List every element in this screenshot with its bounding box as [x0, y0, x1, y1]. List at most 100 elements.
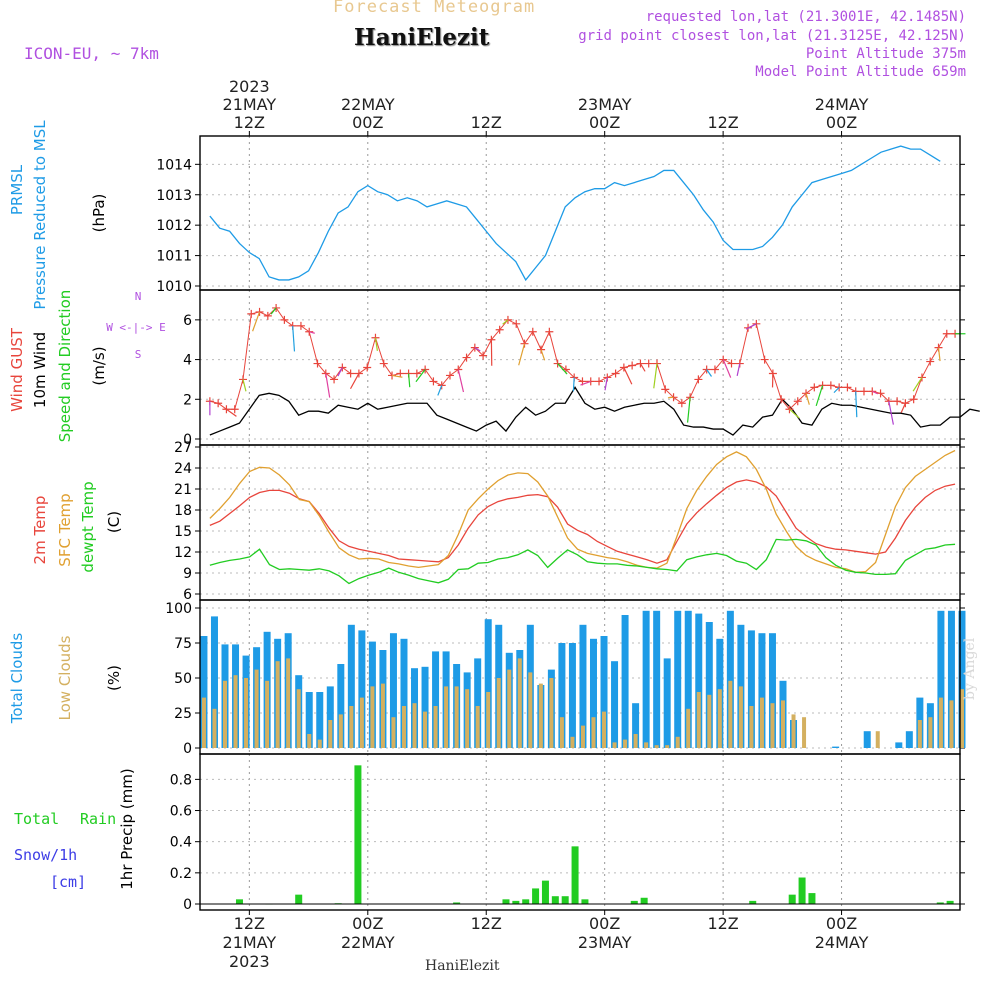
total-cloud-bar — [579, 624, 587, 748]
rain-bar — [295, 894, 303, 904]
low-cloud-bar — [538, 683, 543, 748]
top-time-label: 22MAY — [341, 95, 395, 114]
total-cloud-bar — [747, 630, 755, 748]
y-tick-label: 75 — [174, 636, 192, 652]
sfctemp-label: SFC Temp — [56, 493, 74, 566]
gust-marker — [901, 399, 910, 408]
gust-marker — [247, 309, 256, 318]
model-altitude: Model Point Altitude 659m — [755, 64, 966, 80]
total-cloud-bar — [695, 613, 703, 748]
total-cloud-bar — [400, 638, 408, 748]
y-tick-label: 27 — [174, 440, 192, 456]
bottom-time-label: 12Z — [234, 914, 265, 933]
low-cloud-bar — [580, 725, 585, 748]
gust-marker — [363, 363, 372, 372]
top-time-label: 24MAY — [815, 95, 869, 114]
gust-marker — [893, 397, 902, 406]
wind-direction-arrow — [226, 408, 237, 417]
y-tick-label: 0 — [183, 741, 192, 757]
wind-direction-arrow — [557, 363, 568, 375]
y-tick-label: 1013 — [156, 188, 192, 204]
gust-marker — [338, 363, 347, 372]
pressure-line — [209, 145, 941, 282]
low-cloud-bar — [528, 672, 533, 748]
y-tick-label: 24 — [174, 461, 192, 477]
total-label: Total — [14, 810, 59, 828]
total-cloud-bar — [674, 610, 682, 748]
wind-direction-arrow — [407, 373, 411, 388]
gust-marker — [470, 343, 479, 352]
wind-direction-arrow — [474, 347, 481, 352]
low-cloud-bar — [791, 714, 796, 748]
low-cloud-bar — [928, 717, 933, 748]
total-cloud-bar — [200, 636, 208, 748]
low-cloud-bar — [486, 692, 491, 748]
rain-bar — [551, 896, 559, 904]
rain-bar — [453, 902, 461, 904]
y-tick-label: 0 — [183, 897, 192, 913]
temp-unit: (C) — [105, 511, 123, 533]
pressure-unit: (hPa) — [90, 194, 108, 233]
rain-bar — [788, 894, 796, 904]
gust-marker — [429, 377, 438, 386]
gust-marker — [942, 329, 951, 338]
gust-marker — [503, 315, 512, 324]
dewpt-label: dewpt Temp — [79, 481, 97, 572]
low-cloud-bar — [223, 680, 228, 748]
y-tick-label: 1012 — [156, 218, 192, 234]
bottom-time-label: 22MAY — [341, 933, 395, 952]
wind-unit: (m/s) — [90, 346, 108, 385]
gust-marker — [296, 321, 305, 330]
gust-marker — [727, 359, 736, 368]
low-cloud-bar — [802, 717, 807, 748]
low-cloud-bar — [959, 689, 964, 748]
wind-direction-arrow — [415, 369, 426, 383]
y-tick-label: 12 — [174, 545, 192, 561]
gust-marker — [909, 395, 918, 404]
total-cloud-bar — [947, 610, 955, 748]
low-cloud-bar — [875, 731, 880, 748]
panel-0: 1010 1011 1012 1013 1014 — [156, 136, 965, 295]
gust-marker — [793, 397, 802, 406]
total-cloud-bar — [326, 686, 334, 748]
low-cloud-bar — [423, 711, 428, 748]
total-cloud-bar — [347, 624, 355, 748]
y-tick-label: 15 — [174, 524, 192, 540]
wind-direction-arrow — [833, 386, 840, 394]
low-cloud-bar — [759, 697, 764, 748]
y-tick-label: 0 — [183, 432, 192, 448]
total-cloud-bar — [832, 746, 840, 748]
low-cloud-bar — [738, 686, 743, 748]
low-cloud-bar — [728, 680, 733, 748]
gust-marker — [421, 365, 430, 374]
wind-direction-arrow — [437, 385, 443, 396]
low-cloud-bar — [233, 675, 238, 748]
bottom-time-label: 23MAY — [578, 933, 632, 952]
low-clouds-label: Low Clouds — [56, 635, 74, 720]
rain-bar — [512, 900, 520, 904]
total-cloud-bar — [663, 658, 671, 748]
wind-direction-arrow — [745, 323, 757, 330]
wind-direction-arrow — [686, 397, 691, 423]
wind-direction-arrow — [580, 380, 591, 386]
low-cloud-bar — [317, 739, 322, 748]
wind-direction-arrow — [337, 367, 343, 377]
rain-bar — [630, 900, 638, 904]
low-cloud-bar — [496, 678, 501, 748]
wind-direction-arrow — [900, 403, 906, 413]
bottom-time-label: 12Z — [471, 914, 502, 933]
total-cloud-bar — [758, 633, 766, 748]
clouds-unit: (%) — [105, 665, 123, 691]
gust-marker — [611, 369, 620, 378]
wind-direction-arrow — [349, 373, 360, 390]
low-cloud-bar — [917, 720, 922, 748]
temp2m-line — [209, 479, 956, 564]
low-cloud-bar — [549, 678, 554, 748]
low-cloud-bar — [296, 689, 301, 748]
total-cloud-bar — [474, 658, 482, 748]
snow-label: Snow/1h — [14, 846, 77, 864]
low-cloud-bar — [602, 711, 607, 748]
wind-direction-arrow — [815, 385, 824, 407]
low-cloud-bar — [770, 703, 775, 748]
gust-marker — [354, 369, 363, 378]
